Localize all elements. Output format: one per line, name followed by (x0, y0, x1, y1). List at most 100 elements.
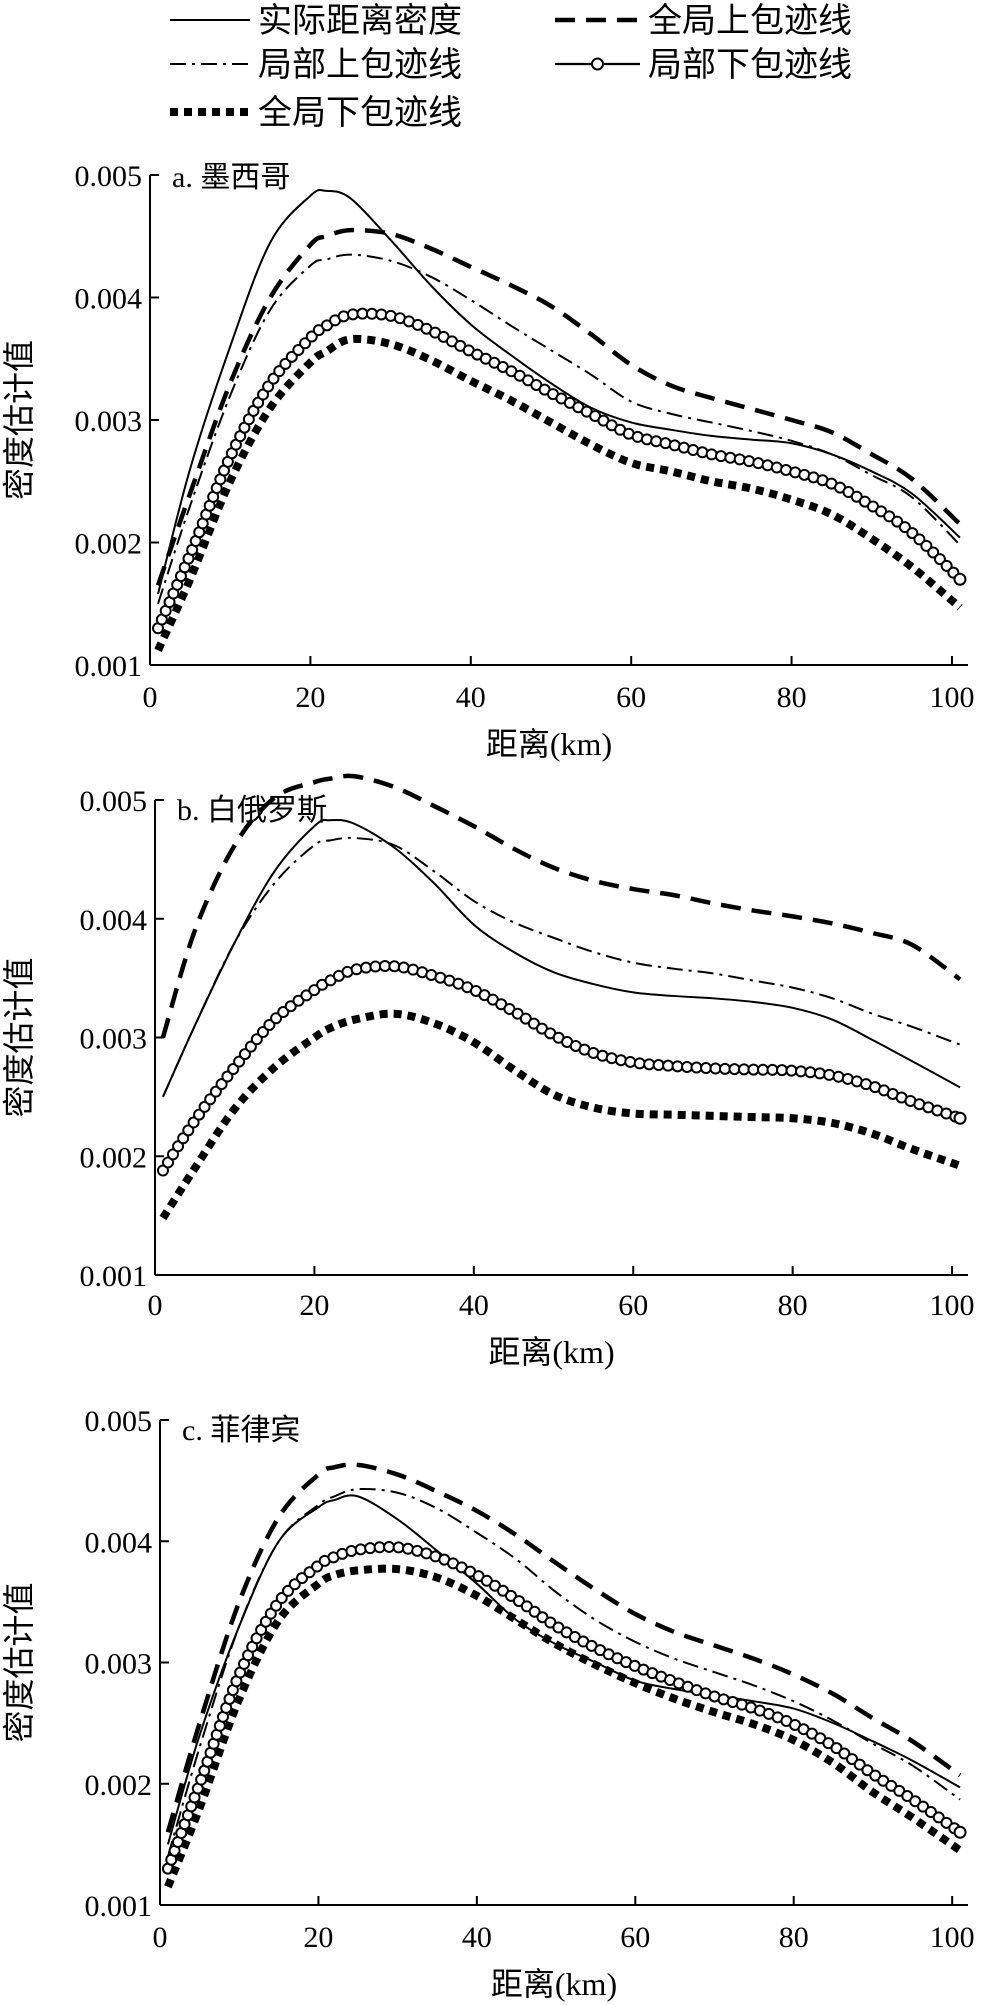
series-marker (662, 1059, 675, 1072)
y-tick-label: 0.001 (85, 1890, 153, 1923)
series-marker (714, 450, 727, 463)
series-marker (724, 451, 737, 464)
y-tick-label: 0.003 (85, 1648, 153, 1681)
series-marker (846, 1753, 859, 1766)
x-tick-label: 80 (778, 1289, 808, 1322)
series-group (152, 189, 967, 652)
series-line (162, 964, 961, 1172)
x-tick-label: 60 (620, 1921, 650, 1954)
series-marker (369, 960, 382, 973)
series-marker (709, 1062, 722, 1075)
series-line (155, 227, 962, 587)
series-line (157, 253, 961, 605)
x-tick-label: 40 (462, 1921, 492, 1954)
chart-panel: 0.001 0.002 0.003 0.004 0.005 0 20 40 60 80 100 c. … (1, 1405, 975, 2002)
x-tick-label: 100 (929, 681, 974, 714)
series-marker (705, 448, 718, 461)
series-line (166, 1487, 961, 1857)
series-marker (354, 1543, 367, 1556)
legend-item: 局部上包迹线 (170, 46, 462, 84)
y-tick-label: 0.002 (80, 1141, 148, 1174)
x-tick-label: 100 (930, 1289, 975, 1322)
series-marker (215, 1078, 228, 1091)
series-marker (650, 435, 663, 448)
x-tick-label: 80 (777, 681, 807, 714)
y-tick-label: 0.005 (80, 785, 148, 818)
x-tick-label: 60 (616, 681, 646, 714)
legend-item: 全局上包迹线 (555, 2, 852, 40)
series-line (160, 773, 962, 1039)
x-axis-title: 距离(km) (486, 726, 612, 762)
y-axis-title: 密度估计值 (1, 1582, 37, 1742)
series-marker (364, 1542, 377, 1555)
series-marker (303, 1566, 316, 1579)
series-marker (901, 1790, 914, 1803)
series-line (157, 312, 961, 629)
series-marker (296, 1572, 309, 1585)
series-marker (264, 1607, 277, 1620)
y-tick-label: 0.005 (85, 1405, 153, 1438)
series-marker (823, 1068, 836, 1081)
series-marker (733, 453, 746, 466)
x-tick-label: 20 (299, 1289, 329, 1322)
series-line (165, 1462, 962, 1833)
series-marker (932, 1811, 945, 1824)
series-group (156, 773, 967, 1221)
series-marker (614, 1054, 627, 1067)
series-marker (227, 1063, 240, 1076)
y-tick-label: 0.002 (85, 1769, 153, 1802)
x-tick-label: 20 (303, 1921, 333, 1954)
series-marker (528, 1605, 541, 1618)
x-axis-title: 距离(km) (488, 1334, 614, 1370)
y-tick-label: 0.003 (80, 1023, 148, 1056)
x-tick-label: 60 (618, 1289, 648, 1322)
series-marker (536, 1611, 549, 1624)
series-marker (193, 1108, 206, 1121)
series-line (159, 1009, 962, 1221)
series-marker (830, 1742, 843, 1755)
x-tick-label: 0 (148, 1289, 163, 1322)
legend-label: 局部上包迹线 (258, 46, 462, 84)
series-marker (300, 989, 313, 1002)
y-tick-label: 0.001 (75, 650, 143, 683)
legend-item: 实际距离密度 (170, 2, 462, 40)
series-group (161, 1462, 967, 1889)
y-axis-title: 密度估计值 (1, 340, 37, 500)
series-line (166, 1494, 961, 1845)
x-tick-label: 40 (456, 681, 486, 714)
x-tick-label: 20 (295, 681, 325, 714)
series-marker (346, 308, 359, 321)
series-marker (643, 1058, 656, 1071)
series-marker (940, 1816, 953, 1829)
series-marker (270, 1599, 283, 1612)
series-marker (756, 1063, 769, 1076)
y-tick-label: 0.002 (75, 528, 143, 561)
series-marker (924, 1806, 937, 1819)
series-marker (392, 1541, 405, 1554)
chart-panel: 0.001 0.002 0.003 0.004 0.005 0 20 40 60 80 100 a. … (1, 160, 974, 762)
series-marker (838, 1747, 851, 1760)
series-marker (700, 1062, 712, 1075)
y-tick-label: 0.004 (85, 1526, 153, 1559)
series-marker (262, 380, 275, 393)
series-line (162, 836, 961, 1098)
series-marker (308, 984, 321, 997)
legend-item: 全局下包迹线 (170, 94, 462, 132)
x-tick-label: 0 (143, 681, 158, 714)
series-marker (953, 1825, 967, 1839)
series-marker (794, 1065, 807, 1078)
series-line (157, 189, 961, 595)
series-marker (233, 1055, 246, 1068)
series-marker (652, 1059, 665, 1072)
series-line (162, 818, 961, 1098)
series-marker (356, 307, 369, 320)
series-marker (350, 963, 363, 976)
series-marker (804, 1066, 817, 1079)
series-marker (311, 1560, 324, 1573)
series-marker (775, 1064, 788, 1077)
y-tick-label: 0.004 (75, 283, 143, 316)
series-marker (681, 1060, 694, 1073)
